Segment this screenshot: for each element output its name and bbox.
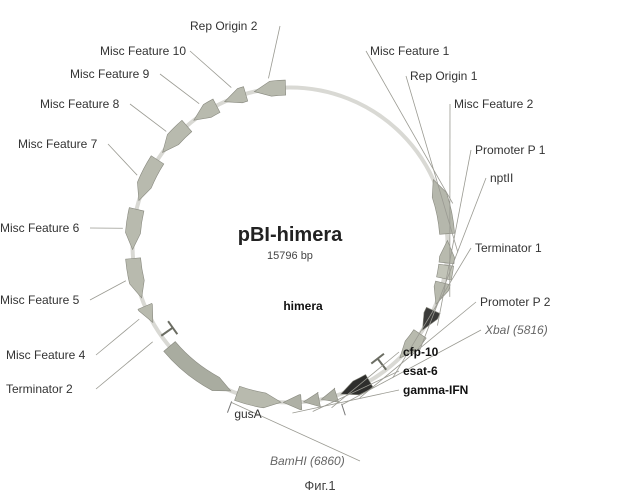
plasmid-size: 15796 bp: [267, 250, 313, 262]
site-bamHI: [227, 401, 231, 412]
segment-reporigin1: [439, 241, 454, 264]
label-misc9: Misc Feature 9: [70, 67, 150, 81]
segment-misc1: [432, 180, 454, 235]
label-misc7: Misc Feature 7: [18, 137, 98, 151]
label-promP2: Promoter P 2: [480, 295, 551, 309]
label-bamHI: BamHI (6860): [270, 454, 345, 468]
segment-himera: [235, 386, 281, 408]
leader-term2: [96, 342, 153, 389]
plasmid-name: pBI-himera: [238, 224, 343, 246]
label-nptII: nptII: [490, 171, 513, 185]
segment-gammaIFN: [283, 395, 302, 410]
segment-promP1: [422, 307, 440, 330]
segment-misc5: [126, 258, 145, 298]
label-esat6: esat-6: [403, 364, 438, 378]
terminator-term2: [161, 328, 172, 336]
label-reporigin1: Rep Origin 1: [410, 69, 478, 83]
leader-misc7: [108, 144, 137, 175]
label-misc10: Misc Feature 10: [100, 44, 186, 58]
segment-misc6: [125, 208, 143, 250]
site-xbaI: [342, 404, 346, 415]
segment-misc10: [225, 87, 248, 103]
label-misc2: Misc Feature 2: [454, 97, 534, 111]
label-promP1: Promoter P 1: [475, 143, 546, 157]
label-term1: Terminator 1: [475, 241, 542, 255]
segment-reporigin2: [254, 80, 285, 96]
figure-caption: Фиг.1: [304, 478, 335, 493]
leader-misc9: [160, 74, 199, 104]
label-misc1: Misc Feature 1: [370, 44, 450, 58]
leader-promP1: [437, 150, 471, 326]
terminator-cap-term2: [168, 321, 177, 334]
leader-misc10: [190, 51, 231, 88]
leader-reporigin2: [268, 26, 280, 78]
segment-gusA: [164, 342, 231, 391]
label-xbaI: XbaI (5816): [484, 323, 548, 337]
label-cfp10: cfp-10: [403, 345, 439, 359]
segment-blob1: [437, 264, 454, 280]
plasmid-map: Misc Feature 1 Rep Origin 1 Misc Feature 2…: [0, 0, 624, 500]
label-misc4: Misc Feature 4: [6, 348, 86, 362]
terminator-cap-term1: [371, 354, 384, 364]
leader-nptII: [419, 178, 486, 353]
segment-misc4: [138, 303, 153, 322]
label-gusA: gusA: [234, 407, 261, 421]
label-gammaIFN: gamma-IFN: [403, 383, 468, 397]
leader-misc8: [130, 104, 166, 131]
label-himera: himera: [283, 299, 323, 313]
label-misc8: Misc Feature 8: [40, 97, 120, 111]
label-reporigin2: Rep Origin 2: [190, 19, 258, 33]
segment-misc7: [137, 156, 163, 201]
leader-misc4: [96, 319, 139, 355]
label-misc5: Misc Feature 5: [0, 293, 80, 307]
label-misc6: Misc Feature 6: [0, 221, 80, 235]
label-term2: Terminator 2: [6, 382, 73, 396]
leader-misc5: [90, 281, 126, 300]
leader-esat6: [313, 371, 399, 411]
